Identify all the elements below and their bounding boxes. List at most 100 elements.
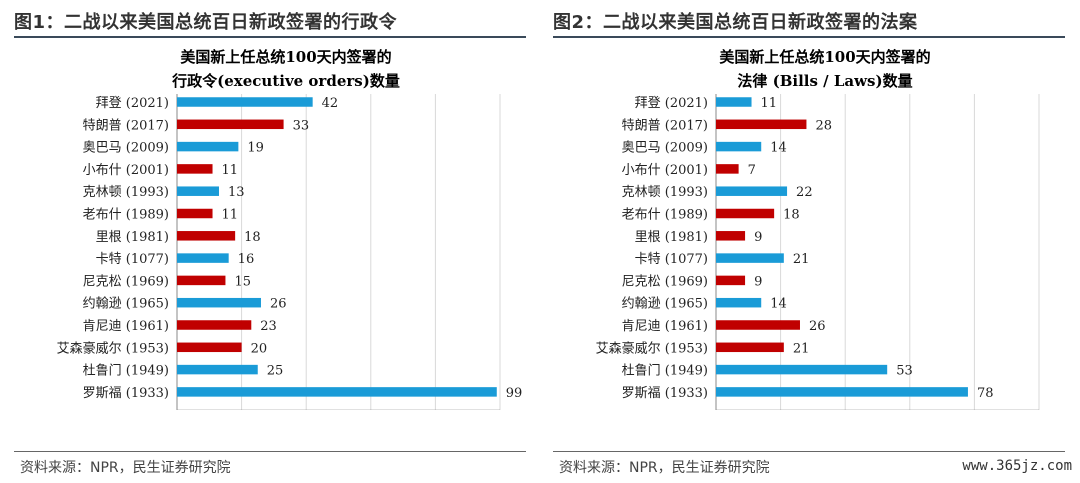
category-label: 肯尼迪 (1961) <box>83 319 169 334</box>
category-label: 拜登 (2021) <box>96 96 169 111</box>
category-label: 克林顿 (1993) <box>622 185 708 200</box>
data-label: 22 <box>796 185 813 200</box>
data-label: 9 <box>754 230 762 245</box>
bar <box>716 186 788 196</box>
source-divider <box>553 451 1065 452</box>
data-label: 78 <box>977 386 994 401</box>
category-label: 拜登 (2021) <box>635 96 708 111</box>
bar <box>177 119 284 130</box>
data-label: 25 <box>267 364 284 379</box>
source-note: 资料来源：NPR，民生证券研究院 <box>20 460 231 476</box>
category-label: 老布什 (1989) <box>622 208 708 223</box>
data-label: 42 <box>322 96 339 111</box>
figure-panel-executive-orders: 图1：二战以来美国总统百日新政签署的行政令 美国新上任总统100天内签署的 行政令… <box>14 0 534 483</box>
category-label: 约翰逊 (1965) <box>622 297 708 312</box>
data-label: 9 <box>754 274 762 289</box>
data-label: 11 <box>222 163 239 178</box>
data-label: 15 <box>234 274 251 289</box>
figure-panel-laws: 图2：二战以来美国总统百日新政签署的法案 美国新上任总统100天内签署的 法律 (… <box>553 0 1073 483</box>
source-divider <box>14 451 526 452</box>
chart-title-line: 美国新上任总统100天内签署的 <box>180 48 391 66</box>
title-divider <box>553 36 1065 38</box>
category-label: 里根 (1981) <box>635 230 708 245</box>
figure-title: 图2：二战以来美国总统百日新政签署的法案 <box>553 12 918 33</box>
bar <box>177 297 261 308</box>
category-label: 里根 (1981) <box>96 230 169 245</box>
category-label: 艾森豪威尔 (1953) <box>596 340 708 356</box>
data-label: 16 <box>238 252 255 267</box>
category-label: 奥巴马 (2009) <box>622 141 708 156</box>
figure-title: 图1：二战以来美国总统百日新政签署的行政令 <box>14 12 398 33</box>
data-label: 11 <box>761 96 778 111</box>
category-label: 杜鲁门 (1949) <box>622 364 708 379</box>
bar <box>177 164 213 174</box>
chart-title-line: 法律 (Bills / Laws)数量 <box>737 72 912 90</box>
category-label: 尼克松 (1969) <box>622 274 708 289</box>
category-label: 艾森豪威尔 (1953) <box>57 340 169 356</box>
data-label: 13 <box>228 185 245 200</box>
bar <box>716 119 807 130</box>
bar <box>716 275 746 286</box>
title-divider <box>14 36 526 38</box>
data-label: 18 <box>783 208 800 223</box>
data-label: 28 <box>815 118 832 133</box>
category-label: 特朗普 (2017) <box>83 118 169 133</box>
data-label: 53 <box>896 364 913 379</box>
bar <box>177 387 497 397</box>
chart-title-line: 行政令(executive orders)数量 <box>171 72 400 90</box>
category-label: 克林顿 (1993) <box>83 185 169 200</box>
bar <box>716 231 746 241</box>
category-label: 罗斯福 (1933) <box>622 386 708 401</box>
bar <box>177 97 313 107</box>
data-label: 23 <box>260 319 277 334</box>
bar <box>716 342 784 353</box>
bar <box>716 97 752 107</box>
category-label: 尼克松 (1969) <box>83 274 169 289</box>
data-label: 21 <box>793 341 810 356</box>
bar <box>177 208 213 219</box>
bar <box>177 186 219 196</box>
data-label: 11 <box>222 208 239 223</box>
data-label: 26 <box>809 319 826 334</box>
bar <box>716 253 784 263</box>
category-label: 老布什 (1989) <box>83 208 169 223</box>
bar <box>716 364 888 375</box>
category-label: 小布什 (2001) <box>83 163 169 178</box>
data-label: 99 <box>506 386 523 401</box>
bar <box>716 320 800 330</box>
bar <box>716 297 762 308</box>
data-label: 20 <box>251 341 268 356</box>
data-label: 33 <box>293 118 310 133</box>
data-label: 21 <box>793 252 810 267</box>
data-label: 26 <box>270 297 287 312</box>
category-label: 肯尼迪 (1961) <box>622 319 708 334</box>
category-label: 约翰逊 (1965) <box>83 297 169 312</box>
category-label: 特朗普 (2017) <box>622 118 708 133</box>
category-label: 奥巴马 (2009) <box>83 141 169 156</box>
bar <box>177 342 242 353</box>
bar <box>716 387 968 397</box>
bar <box>716 141 762 152</box>
category-label: 罗斯福 (1933) <box>83 386 169 401</box>
bar <box>177 231 236 241</box>
bar <box>177 275 226 286</box>
bar <box>177 253 229 263</box>
bar <box>177 364 258 375</box>
chart-title-line: 美国新上任总统100天内签署的 <box>719 48 930 66</box>
data-label: 19 <box>247 141 264 156</box>
bar <box>716 208 775 219</box>
source-note: 资料来源：NPR，民生证券研究院 <box>559 460 770 476</box>
data-label: 14 <box>770 297 787 312</box>
data-label: 18 <box>244 230 261 245</box>
bar <box>177 320 252 330</box>
bar <box>716 164 739 174</box>
category-label: 卡特 (1077) <box>96 252 169 267</box>
bar <box>177 141 239 152</box>
category-label: 卡特 (1077) <box>635 252 708 267</box>
category-label: 杜鲁门 (1949) <box>83 364 169 379</box>
category-label: 小布什 (2001) <box>622 163 708 178</box>
watermark: www.365jz.com <box>962 458 1072 474</box>
data-label: 7 <box>748 163 756 178</box>
